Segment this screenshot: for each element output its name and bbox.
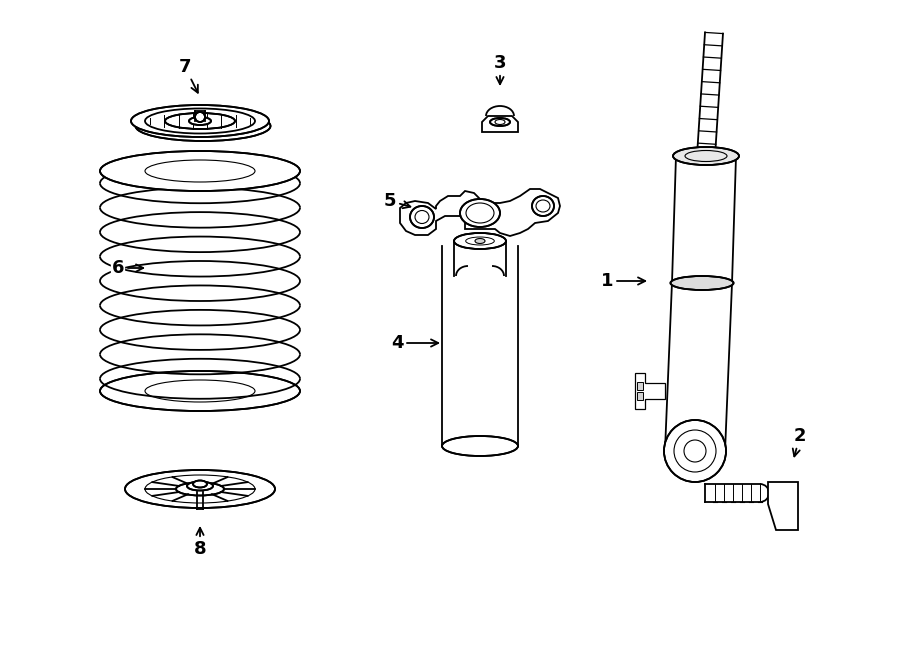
Polygon shape [637, 392, 643, 400]
Ellipse shape [454, 233, 506, 249]
Polygon shape [482, 116, 518, 132]
Ellipse shape [532, 196, 554, 216]
Ellipse shape [410, 206, 434, 228]
Ellipse shape [673, 147, 739, 165]
Ellipse shape [670, 276, 734, 290]
Ellipse shape [165, 113, 235, 129]
Ellipse shape [131, 105, 269, 137]
Ellipse shape [475, 239, 485, 243]
Ellipse shape [125, 470, 275, 508]
Ellipse shape [193, 481, 207, 488]
Ellipse shape [664, 420, 726, 482]
Ellipse shape [195, 112, 205, 122]
Text: 6: 6 [112, 259, 143, 277]
Text: 1: 1 [601, 272, 645, 290]
Text: 4: 4 [391, 334, 438, 352]
Ellipse shape [100, 151, 300, 191]
Text: 2: 2 [793, 427, 806, 456]
Ellipse shape [176, 483, 224, 496]
Polygon shape [637, 382, 643, 390]
Ellipse shape [460, 199, 500, 227]
Polygon shape [672, 155, 736, 284]
Ellipse shape [189, 117, 211, 125]
Ellipse shape [136, 111, 271, 141]
Text: 7: 7 [179, 58, 198, 93]
Ellipse shape [490, 118, 510, 126]
Text: 3: 3 [494, 54, 506, 84]
Polygon shape [665, 282, 732, 452]
Polygon shape [768, 482, 798, 530]
Ellipse shape [187, 481, 213, 490]
Polygon shape [635, 373, 665, 409]
Ellipse shape [442, 436, 518, 456]
Text: 8: 8 [194, 527, 206, 558]
Ellipse shape [100, 371, 300, 411]
Text: 5: 5 [383, 192, 410, 210]
Polygon shape [400, 189, 560, 236]
